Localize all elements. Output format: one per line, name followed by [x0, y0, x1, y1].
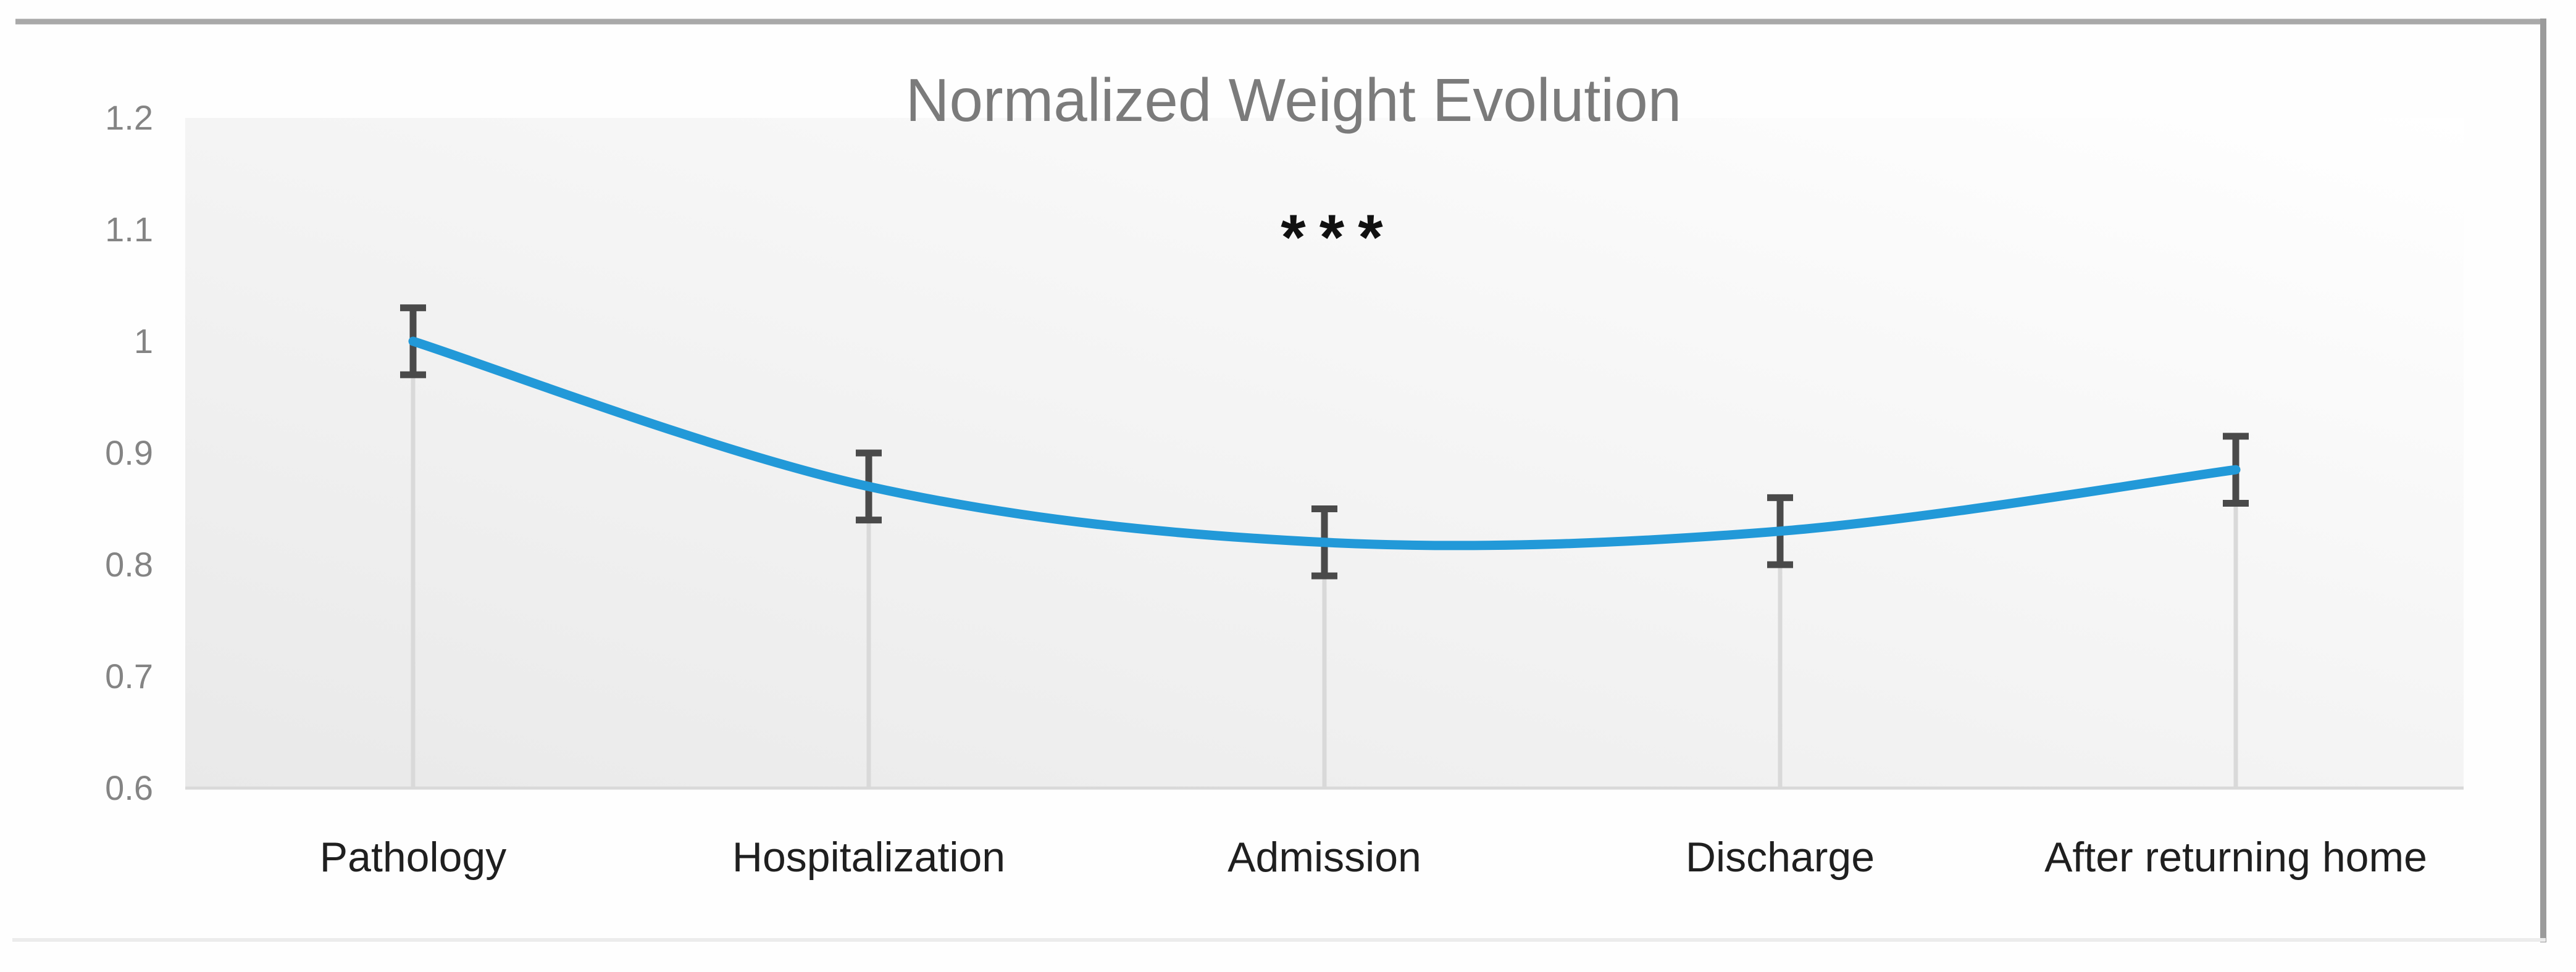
- y-axis-tick-label: 0.6: [105, 768, 153, 807]
- x-axis-category-label: Discharge: [1686, 834, 1875, 881]
- y-axis-tick-label: 0.9: [105, 433, 153, 472]
- x-axis-category-label: After returning home: [2044, 834, 2427, 881]
- weight-line: [408, 336, 2241, 550]
- y-axis-tick-label: 0.8: [105, 545, 153, 584]
- x-axis-category-label: Hospitalization: [732, 834, 1005, 881]
- x-axis-category-label: Admission: [1227, 834, 1421, 881]
- x-axis-category-label: Pathology: [320, 834, 506, 881]
- y-axis-tick-label: 0.7: [105, 657, 153, 696]
- y-axis-tick-label: 1.2: [105, 98, 153, 137]
- chart-title: Normalized Weight Evolution: [906, 66, 1681, 134]
- y-axis-tick-label: 1: [134, 322, 153, 360]
- significance-annotation: ***: [1281, 202, 1396, 273]
- y-axis-tick-label: 1.1: [105, 210, 153, 249]
